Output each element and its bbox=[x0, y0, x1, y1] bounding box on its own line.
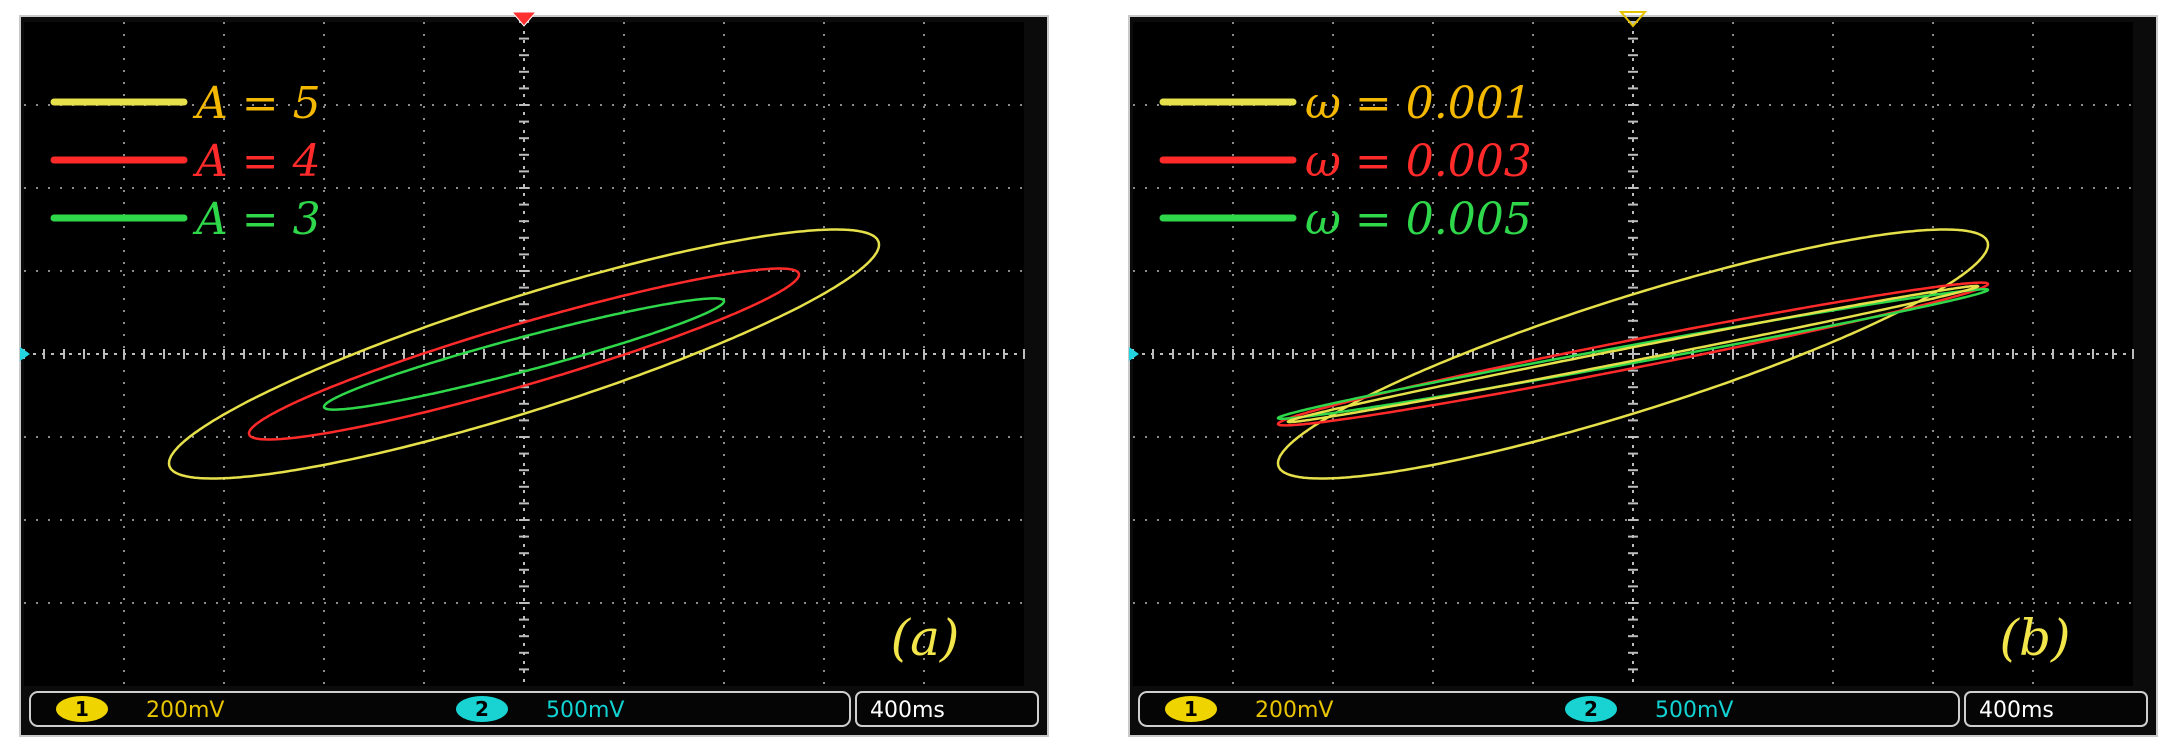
panel-label: (a) bbox=[891, 609, 960, 667]
channel-box bbox=[29, 691, 851, 727]
trace-2 bbox=[1276, 288, 1990, 420]
trace-0 bbox=[1276, 228, 1990, 480]
ch2-badge bbox=[1565, 696, 1617, 722]
ch2-number: 2 bbox=[475, 697, 489, 721]
legend-label: A = 5 bbox=[192, 78, 321, 129]
timebase-value: 400ms bbox=[870, 698, 945, 723]
center-axes bbox=[1132, 21, 2134, 686]
grid bbox=[24, 22, 1024, 686]
grid bbox=[1133, 22, 2133, 686]
traces bbox=[167, 228, 881, 480]
legend: ω = 0.001 ω = 0.003 ω = 0.005 bbox=[1159, 78, 1532, 245]
timebase-box bbox=[1964, 691, 2148, 727]
traces bbox=[1276, 228, 1990, 480]
ch2-scale: 500mV bbox=[546, 698, 624, 723]
status-bar: 1 200mV 2 500mV 400ms bbox=[29, 691, 1039, 727]
ch1-number: 1 bbox=[1184, 697, 1198, 721]
trigger-position-icon bbox=[1618, 11, 1648, 28]
ch1-scale: 200mV bbox=[146, 698, 224, 723]
ch2-scale: 500mV bbox=[1655, 698, 1733, 723]
status-bar: 1 200mV 2 500mV 400ms bbox=[1138, 691, 2148, 727]
trace-1 bbox=[247, 267, 801, 441]
legend-label: ω = 0.001 bbox=[1305, 78, 1532, 129]
ch1-badge bbox=[56, 696, 108, 722]
ch1-badge bbox=[1165, 696, 1217, 722]
panel-a: A = 5 A = 4 A = 3 (a) 1 200mV 2 500mV 400ms bbox=[19, 11, 1049, 737]
panel-b: ω = 0.001 ω = 0.003 ω = 0.005 (b) 1 200mV 2 500… bbox=[1128, 11, 2158, 737]
ch2-badge bbox=[456, 696, 508, 722]
legend-label: A = 3 bbox=[192, 194, 321, 245]
legend-label: ω = 0.005 bbox=[1305, 194, 1532, 245]
legend-label: ω = 0.003 bbox=[1305, 136, 1532, 187]
ground-level-icon bbox=[1129, 347, 1139, 361]
ch1-number: 1 bbox=[75, 697, 89, 721]
trigger-position-icon bbox=[510, 11, 538, 27]
channel-box bbox=[1138, 691, 1960, 727]
ch1-scale: 200mV bbox=[1255, 698, 1333, 723]
panel-label: (b) bbox=[1999, 609, 2070, 667]
trace-3 bbox=[1286, 284, 1980, 424]
ch2-number: 2 bbox=[1584, 697, 1598, 721]
trace-1 bbox=[1276, 281, 1990, 427]
timebase-value: 400ms bbox=[1979, 698, 2054, 723]
trace-0 bbox=[167, 228, 881, 480]
legend: A = 5 A = 4 A = 3 bbox=[50, 78, 321, 245]
ground-level-icon bbox=[20, 347, 30, 361]
trace-2 bbox=[322, 297, 726, 411]
timebase-box bbox=[855, 691, 1039, 727]
legend-label: A = 4 bbox=[192, 136, 321, 187]
